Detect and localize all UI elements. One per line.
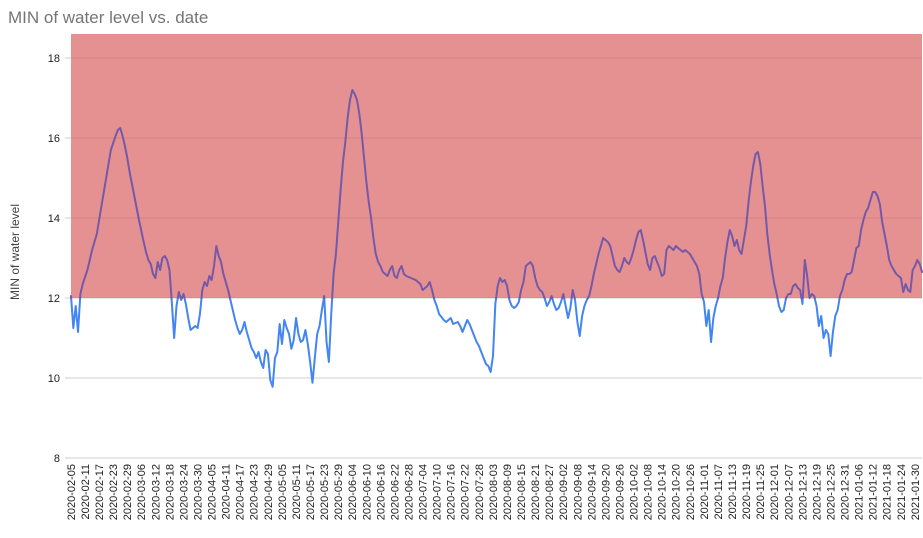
x-tick-label: 2020-04-11 bbox=[221, 464, 233, 519]
x-tick-label: 2020-04-23 bbox=[249, 464, 261, 520]
y-tick-label-12: 12 bbox=[48, 293, 60, 305]
x-tick-label: 2020-09-14 bbox=[586, 464, 598, 520]
chart-title: MIN of water level vs. date bbox=[8, 8, 209, 27]
x-tick-label: 2020-03-30 bbox=[192, 464, 204, 520]
x-tick-label: 2020-09-02 bbox=[558, 464, 570, 520]
x-tick-label: 2020-02-05 bbox=[66, 464, 78, 520]
x-tick-label: 2020-10-02 bbox=[629, 464, 641, 520]
x-tick-label: 2020-05-17 bbox=[305, 464, 317, 520]
x-tick-label: 2020-02-23 bbox=[108, 464, 120, 520]
x-tick-label: 2020-10-14 bbox=[657, 464, 669, 520]
x-tick-label: 2020-03-24 bbox=[178, 464, 190, 520]
x-tick-label: 2021-01-30 bbox=[910, 464, 922, 520]
x-tick-label: 2021-01-12 bbox=[868, 464, 880, 520]
x-tick-label: 2020-04-29 bbox=[263, 464, 275, 520]
x-tick-label: 2020-07-04 bbox=[418, 464, 430, 520]
x-tick-label: 2020-07-28 bbox=[474, 464, 486, 520]
x-tick-label: 2020-06-16 bbox=[375, 464, 387, 520]
x-tick-label: 2020-06-28 bbox=[403, 464, 415, 520]
x-tick-label: 2020-03-12 bbox=[150, 464, 162, 520]
x-tick-label: 2020-05-05 bbox=[277, 464, 289, 520]
x-tick-label: 2020-03-06 bbox=[136, 464, 148, 520]
x-tick-label: 2020-11-25 bbox=[755, 464, 767, 519]
x-tick-label: 2020-06-04 bbox=[347, 464, 359, 520]
x-tick-label: 2020-10-08 bbox=[643, 464, 655, 520]
y-tick-label-10: 10 bbox=[48, 373, 60, 385]
y-tick-label-8: 8 bbox=[54, 453, 60, 465]
x-tick-label: 2020-09-20 bbox=[600, 464, 612, 520]
x-tick-label: 2020-06-22 bbox=[389, 464, 401, 520]
x-tick-label: 2020-06-10 bbox=[361, 464, 373, 520]
threshold-band bbox=[71, 34, 922, 298]
x-tick-label: 2020-03-18 bbox=[164, 464, 176, 520]
y-tick-label-14: 14 bbox=[48, 213, 60, 225]
x-tick-label: 2020-04-05 bbox=[207, 464, 219, 520]
x-tick-label: 2020-11-01 bbox=[699, 464, 711, 519]
series-line-above-threshold bbox=[70, 89, 923, 299]
y-tick-label-18: 18 bbox=[48, 53, 60, 65]
x-tick-label: 2020-05-23 bbox=[319, 464, 331, 520]
x-tick-label: 2020-10-26 bbox=[685, 464, 697, 520]
x-tick-label: 2020-04-17 bbox=[235, 464, 247, 520]
x-tick-label: 2020-08-21 bbox=[530, 464, 542, 520]
x-tick-label: 2020-07-22 bbox=[460, 464, 472, 520]
x-tick-label: 2020-07-16 bbox=[446, 464, 458, 520]
x-tick-label: 2020-08-15 bbox=[516, 464, 528, 520]
x-tick-label: 2020-12-07 bbox=[783, 464, 795, 520]
x-tick-label: 2020-09-08 bbox=[572, 464, 584, 520]
x-tick-label: 2020-02-11 bbox=[80, 464, 92, 519]
x-tick-label: 2020-12-19 bbox=[811, 464, 823, 520]
x-tick-label: 2020-07-10 bbox=[432, 464, 444, 520]
x-tick-label: 2020-12-01 bbox=[769, 464, 781, 520]
x-tick-label: 2021-01-18 bbox=[882, 464, 894, 520]
x-tick-label: 2020-12-13 bbox=[797, 464, 809, 520]
x-tick-label: 2020-09-26 bbox=[614, 464, 626, 520]
x-tick-label: 2020-05-11 bbox=[291, 464, 303, 519]
x-tick-label: 2020-11-13 bbox=[727, 464, 739, 519]
x-tick-label: 2021-01-24 bbox=[896, 464, 908, 520]
x-tick-label: 2021-01-06 bbox=[854, 464, 866, 520]
x-tick-label: 2020-10-20 bbox=[671, 464, 683, 520]
x-tick-label: 2020-02-17 bbox=[94, 464, 106, 520]
x-tick-label: 2020-12-25 bbox=[825, 464, 837, 520]
x-tick-label: 2020-05-29 bbox=[333, 464, 345, 520]
y-tick-label-16: 16 bbox=[48, 133, 60, 145]
x-tick-label: 2020-08-27 bbox=[544, 464, 556, 520]
x-tick-label: 2020-11-07 bbox=[713, 464, 725, 519]
x-tick-label: 2020-11-19 bbox=[741, 464, 753, 519]
x-tick-label: 2020-08-03 bbox=[488, 464, 500, 520]
x-tick-label: 2020-08-09 bbox=[502, 464, 514, 520]
series-line-below-threshold bbox=[70, 297, 841, 388]
x-tick-label: 2020-12-31 bbox=[840, 464, 852, 520]
x-tick-label: 2020-02-29 bbox=[122, 464, 134, 520]
